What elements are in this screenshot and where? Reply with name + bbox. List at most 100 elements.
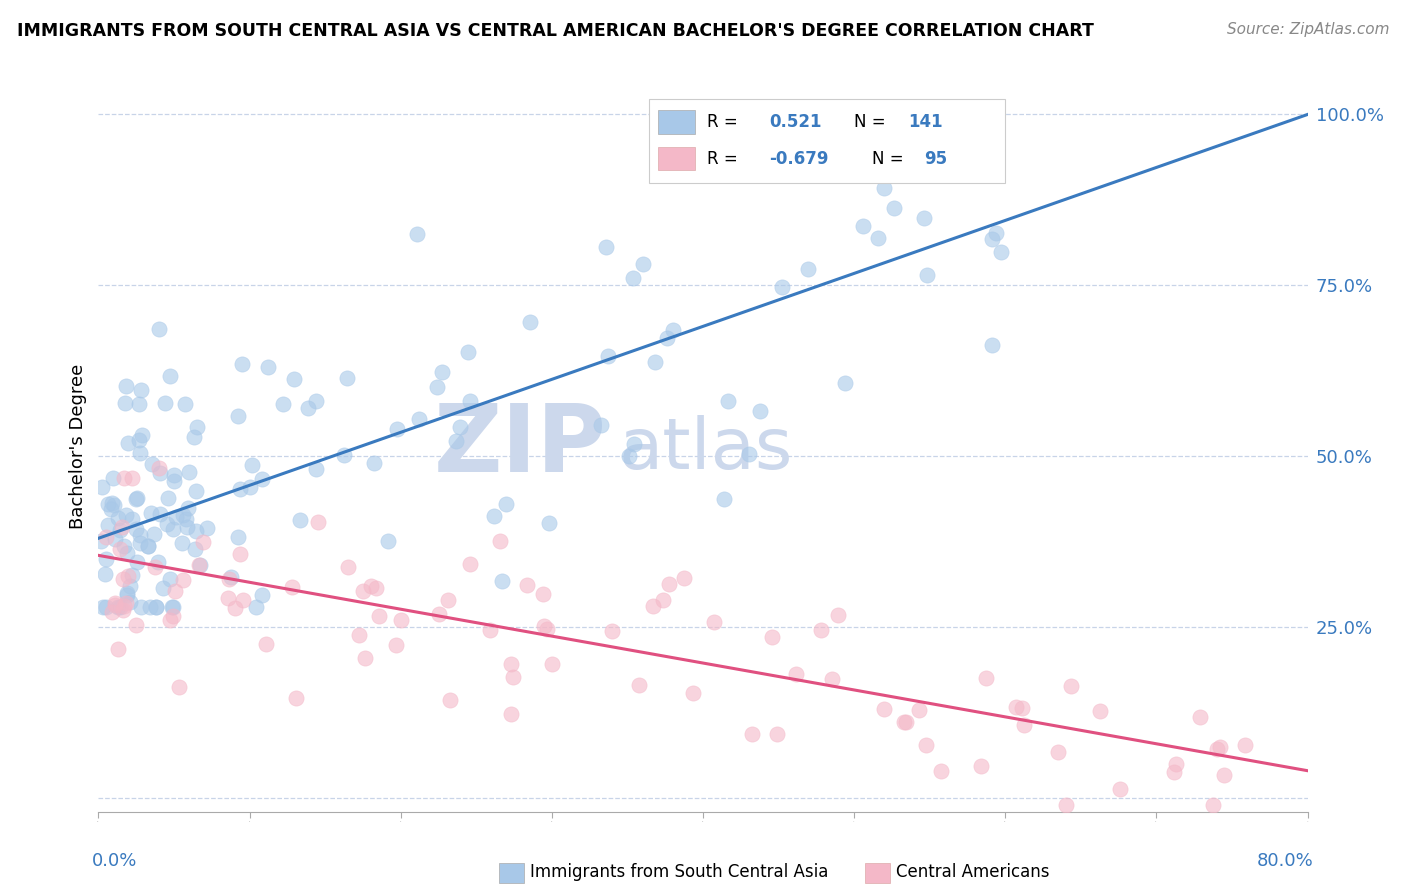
Point [112,602,135,616]
Point [352,583,374,598]
Text: 95: 95 [924,150,948,168]
Point [145,599,167,614]
Text: Source: ZipAtlas.com: Source: ZipAtlas.com [1226,22,1389,37]
Point [101,605,124,619]
Point [810,623,832,637]
Point [91,599,114,614]
Point [229,482,252,496]
Point [188,558,211,572]
Point [172,508,194,522]
Point [284,691,307,706]
Point [537,516,560,530]
Point [427,607,450,622]
Point [232,593,254,607]
Bar [658,111,695,134]
Point [785,667,807,681]
Point [912,211,935,225]
Point [1054,797,1077,812]
Point [184,524,207,538]
Point [602,624,624,639]
Point [385,638,408,652]
Point [499,657,522,672]
Point [145,599,167,614]
Point [162,522,184,536]
Point [108,542,131,557]
Point [94,566,117,581]
Point [117,588,139,602]
Point [761,631,783,645]
Point [170,536,193,550]
Point [976,671,998,685]
Point [157,491,180,505]
Point [239,480,262,494]
Point [797,261,820,276]
Point [1046,745,1069,759]
Point [156,517,179,532]
Point [186,419,208,434]
Point [658,576,681,591]
Text: 141: 141 [908,113,943,131]
Point [439,692,461,706]
Point [142,527,165,541]
Point [90,480,112,494]
Point [1189,710,1212,724]
Point [108,523,131,537]
Point [336,371,359,385]
Point [124,617,146,632]
Point [915,268,938,282]
Point [408,411,430,425]
Point [107,599,129,614]
Point [131,599,153,614]
Point [165,510,187,524]
Point [100,502,122,516]
Point [163,474,186,488]
Point [984,226,1007,240]
Point [883,201,905,215]
Point [717,394,740,409]
Point [288,512,311,526]
Point [188,558,211,572]
Point [94,530,117,544]
Point [531,587,554,601]
Point [191,534,214,549]
Point [224,600,246,615]
Point [1109,782,1132,797]
Point [128,433,150,447]
Point [128,397,150,411]
Text: 80.0%: 80.0% [1257,852,1313,870]
Point [305,462,328,476]
Point [627,677,650,691]
Point [589,417,612,432]
Point [458,394,481,409]
Point [148,322,170,336]
Point [770,280,793,294]
Point [240,458,263,473]
Point [174,511,197,525]
Point [385,421,408,435]
Point [129,384,152,398]
Point [596,349,619,363]
Point [115,596,138,610]
Point [1011,701,1033,715]
Point [136,540,159,554]
Point [738,446,761,460]
Point [148,466,170,480]
Text: Central Americans: Central Americans [896,863,1049,881]
Point [430,366,453,380]
Point [749,404,772,418]
Point [129,446,152,460]
Point [176,520,198,534]
Point [1163,765,1185,780]
Point [226,409,249,424]
Point [502,670,524,684]
Point [124,522,146,536]
Point [354,650,377,665]
Point [217,591,239,606]
Point [114,508,136,522]
Point [682,686,704,700]
Point [444,434,467,448]
Point [139,506,162,520]
Point [377,534,399,549]
Point [333,448,356,462]
Point [183,430,205,444]
